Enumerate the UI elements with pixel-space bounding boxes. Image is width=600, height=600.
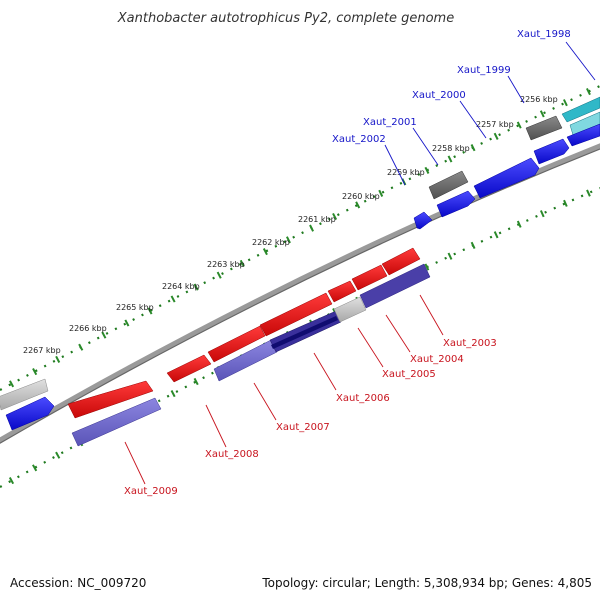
feature-gc-2006-dark[interactable] — [271, 316, 338, 349]
feature-cds-forward-left[interactable] — [5, 396, 55, 431]
topology-text: Topology: circular; Length: 5,308,934 bp… — [262, 576, 592, 590]
tick-outer-25 — [586, 87, 591, 96]
feature-cds-2001[interactable] — [436, 190, 476, 218]
tick-outer-10 — [239, 259, 245, 267]
tick-outer-23 — [539, 110, 545, 118]
tick-outer-24 — [562, 99, 568, 107]
tick-label-2264: 2264 kbp — [162, 282, 200, 291]
gene-label-xaut-2006[interactable]: Xaut_2006 — [336, 393, 390, 404]
tick-inner-21 — [493, 231, 499, 239]
tick-inner-8 — [193, 377, 199, 386]
feature-cds-forward-small[interactable] — [413, 211, 433, 230]
map-title: Xanthobacter autotrophicus Py2, complete… — [117, 11, 454, 26]
gene-label-xaut-1999[interactable]: Xaut_1999 — [457, 65, 511, 76]
feature-gc-2009[interactable] — [71, 397, 162, 447]
feature-track-forward — [0, 96, 600, 431]
tick-inner-1 — [32, 464, 38, 472]
tick-label-2265: 2265 kbp — [116, 303, 154, 312]
tick-outer-19 — [447, 155, 453, 163]
tick-label-2259: 2259 kbp — [387, 168, 425, 177]
tick-inner-18 — [424, 263, 430, 271]
feature-cds-1999[interactable] — [533, 138, 570, 165]
tick-label-2267: 2267 kbp — [23, 346, 61, 355]
scale-ring-outer — [0, 85, 600, 391]
feature-cds-2000[interactable] — [473, 157, 540, 199]
gene-label-xaut-2000[interactable]: Xaut_2000 — [412, 90, 466, 101]
gene-label-xaut-2004[interactable]: Xaut_2004 — [410, 354, 464, 365]
tick-outer-15 — [355, 201, 361, 209]
tick-inner-7 — [170, 390, 176, 398]
tick-outer-18 — [424, 166, 430, 174]
feature-cds-2003[interactable] — [381, 247, 421, 276]
tick-outer-11 — [262, 248, 268, 256]
tick-outer-22 — [516, 121, 522, 129]
tick-label-2257: 2257 kbp — [476, 120, 514, 129]
feature-cyan-1998-b[interactable] — [569, 111, 600, 136]
genome-backbone-shadow — [0, 148, 600, 444]
feature-cds-2009[interactable] — [67, 380, 154, 419]
tick-inner-22 — [516, 220, 522, 228]
tick-outer-8 — [193, 283, 199, 291]
feature-unknown-outer-left[interactable] — [0, 378, 49, 411]
feature-cds-2004[interactable] — [351, 264, 388, 291]
tick-outer-14 — [332, 212, 338, 221]
tick-outer-12 — [286, 236, 291, 244]
feature-cds-2005[interactable] — [327, 280, 357, 303]
tick-inner-23 — [539, 210, 545, 218]
feature-rna-1999[interactable] — [525, 115, 563, 141]
gene-label-xaut-2007[interactable]: Xaut_2007 — [276, 422, 330, 433]
feature-gc-2004[interactable] — [359, 263, 431, 309]
feature-cyan-1998-a[interactable] — [561, 96, 600, 123]
tick-outer-3 — [78, 343, 84, 351]
tick-outer-9 — [216, 271, 222, 279]
gene-label-xaut-2001[interactable]: Xaut_2001 — [363, 117, 417, 128]
tick-outer-5 — [124, 319, 130, 327]
feature-gc-2007[interactable] — [213, 339, 278, 382]
feature-cds-2006[interactable] — [259, 292, 333, 337]
tick-outer-1 — [32, 368, 38, 376]
feature-cds-1998[interactable] — [566, 123, 600, 147]
tick-label-2256: 2256 kbp — [520, 95, 558, 104]
feature-rna-2001[interactable] — [428, 170, 469, 200]
feature-track-reverse — [67, 247, 431, 447]
gene-label-xaut-2003[interactable]: Xaut_2003 — [443, 338, 497, 349]
tick-marks-outer — [9, 87, 591, 388]
tick-inner-19 — [447, 252, 453, 260]
tick-outer-21 — [493, 132, 499, 140]
feature-cds-2008[interactable] — [166, 354, 212, 383]
tick-outer-4 — [101, 331, 107, 339]
feature-cds-2007[interactable] — [207, 325, 266, 363]
gene-label-xaut-2002[interactable]: Xaut_2002 — [332, 134, 386, 145]
tick-label-2258: 2258 kbp — [432, 144, 470, 153]
tick-outer-13 — [309, 224, 314, 232]
gene-label-xaut-2009[interactable]: Xaut_2009 — [124, 486, 178, 497]
tick-inner-20 — [470, 241, 476, 250]
tick-outer-6 — [147, 307, 153, 315]
tick-label-2260: 2260 kbp — [342, 192, 380, 201]
feature-unknown-2005[interactable] — [333, 296, 367, 323]
tick-outer-2 — [55, 355, 61, 363]
gene-label-xaut-1998[interactable]: Xaut_1998 — [517, 29, 571, 40]
tick-inner-25 — [586, 189, 591, 197]
gene-label-xaut-2008[interactable]: Xaut_2008 — [205, 449, 259, 460]
label-leader-lines — [124, 41, 596, 485]
tick-inner-2 — [55, 451, 61, 459]
accession-text: Accession: NC_009720 — [10, 576, 147, 590]
tick-label-2266: 2266 kbp — [69, 324, 107, 333]
tick-label-2263: 2263 kbp — [207, 260, 245, 269]
tick-outer-16 — [378, 189, 384, 197]
tick-label-2262: 2262 kbp — [252, 238, 290, 247]
tick-outer-20 — [470, 144, 476, 152]
tick-label-2261: 2261 kbp — [298, 215, 336, 224]
tick-outer-7 — [170, 295, 176, 303]
tick-outer-0 — [9, 380, 15, 388]
tick-inner-0 — [8, 477, 15, 485]
tick-inner-24 — [563, 199, 568, 207]
gene-label-xaut-2005[interactable]: Xaut_2005 — [382, 369, 436, 380]
